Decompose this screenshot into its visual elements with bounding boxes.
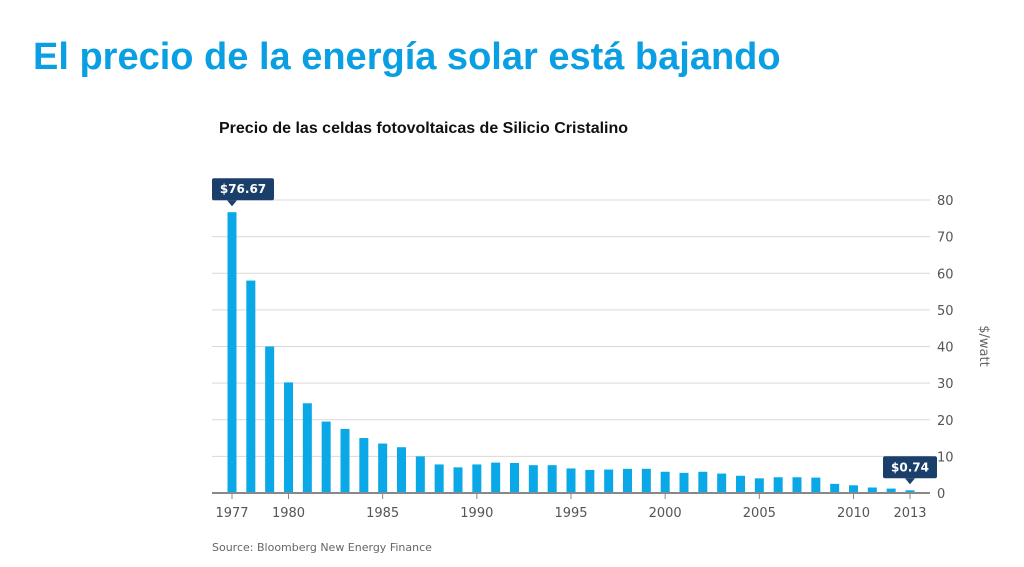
x-tick-label: 1977 (215, 506, 248, 521)
x-tick-label: 1980 (272, 506, 305, 521)
bars (227, 212, 915, 494)
bar (528, 465, 538, 493)
bar (905, 490, 915, 493)
bar (359, 438, 369, 493)
x-tick-label: 1990 (460, 506, 493, 521)
y-tick-label: 80 (937, 194, 954, 209)
bar (773, 477, 783, 493)
y-axis-label: $/watt (976, 325, 991, 366)
bar (623, 468, 632, 493)
bar (284, 382, 293, 493)
bar (453, 467, 463, 493)
x-tick-label: 1995 (554, 506, 587, 521)
bar (830, 483, 840, 493)
bar (397, 447, 406, 493)
bar (246, 280, 256, 493)
x-tick-label: 2005 (743, 506, 776, 521)
gridlines (212, 199, 930, 457)
bar (717, 473, 727, 493)
slide-title: El precio de la energía solar está bajan… (33, 36, 781, 78)
value-callout: $76.67 (212, 178, 274, 207)
bar (491, 462, 501, 493)
x-tick-label: 2013 (893, 506, 926, 521)
bar (792, 477, 802, 493)
bar (321, 421, 331, 493)
bar (585, 469, 595, 493)
bar (604, 469, 614, 493)
bar (736, 475, 745, 493)
bar (849, 485, 858, 493)
bar (641, 468, 651, 493)
callout-label: $76.67 (220, 182, 266, 196)
bar (698, 471, 708, 493)
y-tick-label: 50 (937, 304, 954, 319)
y-tick-label: 20 (937, 414, 954, 429)
value-callout: $0.74 (883, 456, 937, 485)
bar (811, 477, 821, 493)
x-tick-label: 2000 (649, 506, 682, 521)
source-note: Source: Bloomberg New Energy Finance (212, 541, 432, 554)
bar (867, 487, 877, 493)
y-tick-label: 10 (937, 450, 954, 465)
bar (547, 465, 557, 493)
x-tick-label: 1985 (366, 506, 399, 521)
y-tick-label: 40 (937, 341, 954, 356)
callout-box (883, 456, 937, 479)
y-tick-label: 70 (937, 231, 954, 246)
bar (265, 346, 275, 493)
bar (302, 403, 312, 493)
x-tick-labels: 1977 1980 1985 1990 1995 2000 2005 2010 2013 (215, 493, 927, 521)
bar (227, 212, 237, 494)
x-tick-label: 2010 (837, 506, 870, 521)
callout-pointer (905, 478, 915, 485)
bar (660, 471, 670, 493)
bar (472, 464, 482, 493)
callout-label: $0.74 (891, 460, 929, 474)
bar (886, 488, 896, 493)
callout-box (212, 178, 274, 201)
y-tick-label: 0 (937, 487, 945, 502)
value-callouts: $76.67 $0.74 (212, 178, 937, 485)
y-tick-label: 60 (937, 267, 954, 282)
bar (754, 478, 764, 493)
bar (415, 456, 425, 493)
bar (510, 462, 519, 493)
chart-title: Precio de las celdas fotovoltaicas de Si… (219, 120, 629, 137)
y-tick-labels: 0 10 20 30 40 50 60 70 80 (937, 194, 954, 502)
bar (679, 472, 689, 493)
bar (434, 464, 444, 493)
bar (378, 443, 388, 493)
bar (340, 428, 350, 493)
callout-pointer (227, 200, 237, 207)
y-tick-label: 30 (937, 377, 954, 392)
bar (566, 468, 576, 493)
